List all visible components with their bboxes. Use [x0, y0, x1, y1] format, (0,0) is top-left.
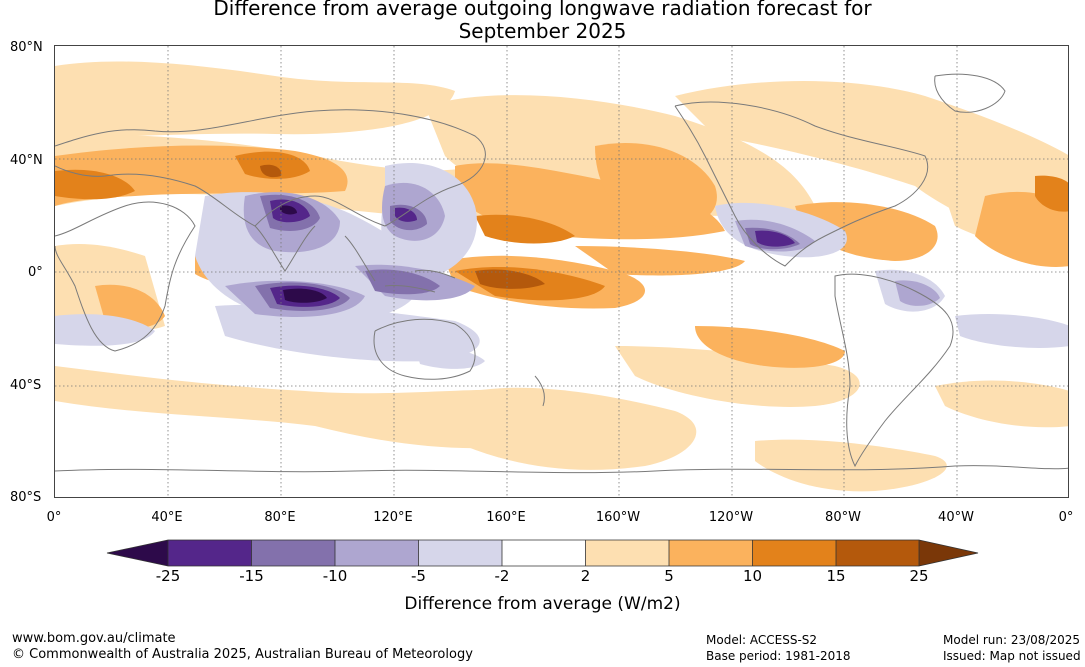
issued-status: Issued: Map not issued: [943, 649, 1081, 663]
colorbar-label: -10: [322, 567, 348, 585]
model-name: Model: ACCESS-S2: [706, 633, 818, 647]
lon-label-0-right: 0°: [1058, 510, 1074, 525]
map-panel: [54, 45, 1069, 498]
map-title-line2: September 2025: [458, 19, 627, 43]
lon-label-0-left: 0°: [46, 510, 62, 525]
lon-label-80e: 80°E: [264, 510, 296, 525]
colorbar-label: -15: [239, 567, 264, 585]
map-title: Difference from average outgoing longwav…: [0, 0, 1085, 43]
colorbar-bin-4: [418, 540, 502, 566]
lat-label-40n: 40°N: [10, 153, 43, 168]
colorbar-bin-7: [669, 540, 753, 566]
lat-label-80n: 80°N: [10, 40, 43, 55]
map-title-line1: Difference from average outgoing longwav…: [213, 0, 872, 20]
colorbar-extend-high: [919, 540, 978, 566]
graticule: [55, 46, 1068, 497]
coastlines: [55, 73, 1068, 474]
colorbar-label: -2: [494, 567, 510, 585]
colorbar-bin-5: [502, 540, 586, 566]
lon-label-40w: 40°W: [938, 510, 974, 525]
colorbar-extend-low: [107, 540, 168, 566]
lon-label-160w: 160°W: [595, 510, 641, 525]
colorbar-title: Difference from average (W/m2): [404, 594, 681, 614]
olr-anomaly-map: [55, 46, 1068, 497]
lat-label-80s: 80°S: [10, 490, 42, 505]
website-link[interactable]: www.bom.gov.au/climate: [12, 631, 176, 646]
colorbar-label: 5: [664, 567, 674, 585]
colorbar-label: 10: [742, 567, 763, 585]
colorbar-bin-9: [836, 540, 919, 566]
model-run-date: Model run: 23/08/2025: [943, 633, 1081, 647]
copyright-notice: © Commonwealth of Australia 2025, Austra…: [12, 647, 473, 662]
colorbar: [106, 539, 979, 567]
colorbar-bin-6: [585, 540, 669, 566]
colorbar-label: 15: [826, 567, 846, 585]
lon-label-40e: 40°E: [151, 510, 183, 525]
colorbar-bin-8: [752, 540, 836, 566]
anomaly-field-lt-minus25: [280, 205, 327, 303]
base-period: Base period: 1981-2018: [706, 649, 851, 663]
colorbar-label: 25: [909, 567, 929, 585]
lat-label-40s: 40°S: [10, 378, 42, 393]
lon-label-120e: 120°E: [373, 510, 413, 525]
lon-label-160e: 160°E: [486, 510, 526, 525]
colorbar-label: 2: [580, 567, 591, 585]
colorbar-label: -25: [155, 567, 181, 585]
colorbar-bin-1: [168, 540, 252, 566]
colorbar-label: -5: [411, 567, 426, 585]
colorbar-bin-2: [251, 540, 335, 566]
colorbar-bin-3: [335, 540, 419, 566]
lon-label-80w: 80°W: [825, 510, 861, 525]
lat-label-0: 0°: [28, 265, 43, 280]
lon-label-120w: 120°W: [708, 510, 754, 525]
